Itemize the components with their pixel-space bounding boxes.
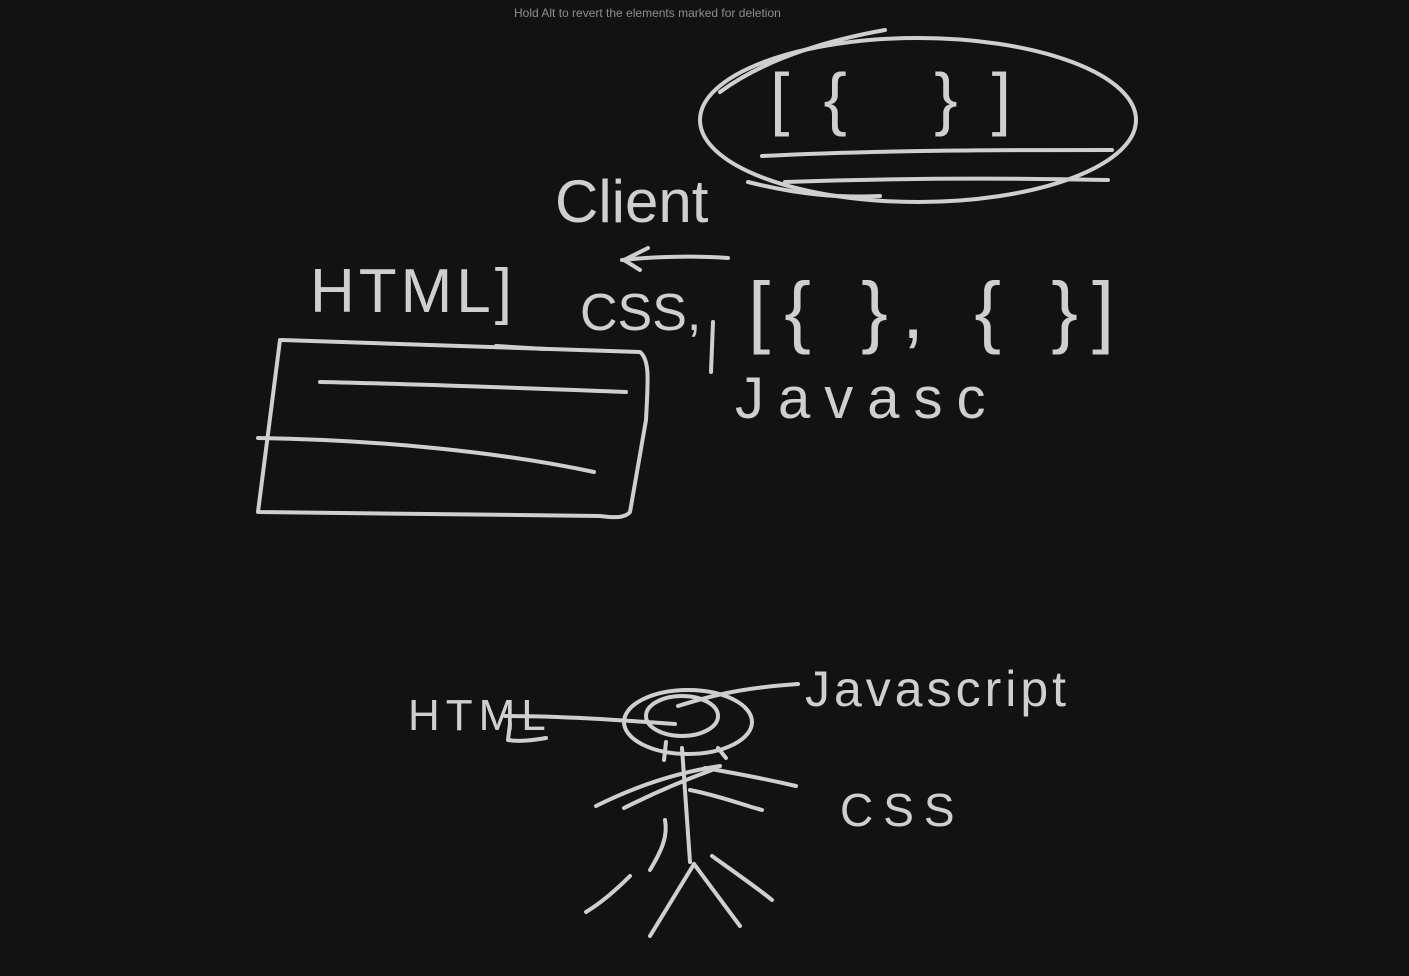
arrow-stroke (620, 246, 730, 272)
object-text-top: [{ }] (770, 59, 1045, 137)
leg-right (692, 862, 742, 928)
box-line-2 (256, 436, 596, 474)
stick-figure[interactable] (584, 688, 798, 938)
tick-stroke (709, 320, 715, 374)
neck-stroke (662, 740, 728, 762)
client-label: Client (555, 168, 709, 235)
javascript-label-bottom: Javascript (805, 661, 1070, 717)
connector-line (746, 180, 882, 199)
html-pointer-line (503, 714, 677, 726)
head-inner (644, 694, 720, 738)
javascript-pointer-line (676, 682, 800, 708)
circled-object-group[interactable]: [{ }] (698, 28, 1138, 204)
css-label-top: CSS, (580, 284, 701, 342)
arm-right-2 (688, 788, 764, 812)
inner-arm (648, 818, 668, 872)
circle-stroke (698, 36, 1138, 204)
box-outline (256, 338, 650, 520)
html-pointer-hook (506, 722, 548, 743)
leg-left (648, 862, 696, 938)
leg-left-outer (584, 874, 632, 914)
css-label-bottom: CSS (840, 784, 965, 836)
underline-1 (760, 148, 1114, 158)
array-label-top: [{ }, { }] (748, 266, 1128, 355)
box-line-1 (318, 380, 628, 394)
body-stroke (680, 746, 692, 864)
leg-right-outer (710, 854, 774, 902)
arm-left-2 (622, 768, 714, 810)
javascript-label-top: Javasc (735, 366, 1000, 431)
box-sketch[interactable] (256, 338, 650, 520)
tool-hint: Hold Alt to revert the elements marked f… (514, 6, 781, 20)
box-top-stroke (494, 344, 547, 351)
underline-2 (783, 176, 1110, 184)
circle-tail-stroke (718, 28, 887, 94)
html-label-top: HTML] (310, 257, 516, 326)
arm-right-1 (703, 766, 798, 788)
